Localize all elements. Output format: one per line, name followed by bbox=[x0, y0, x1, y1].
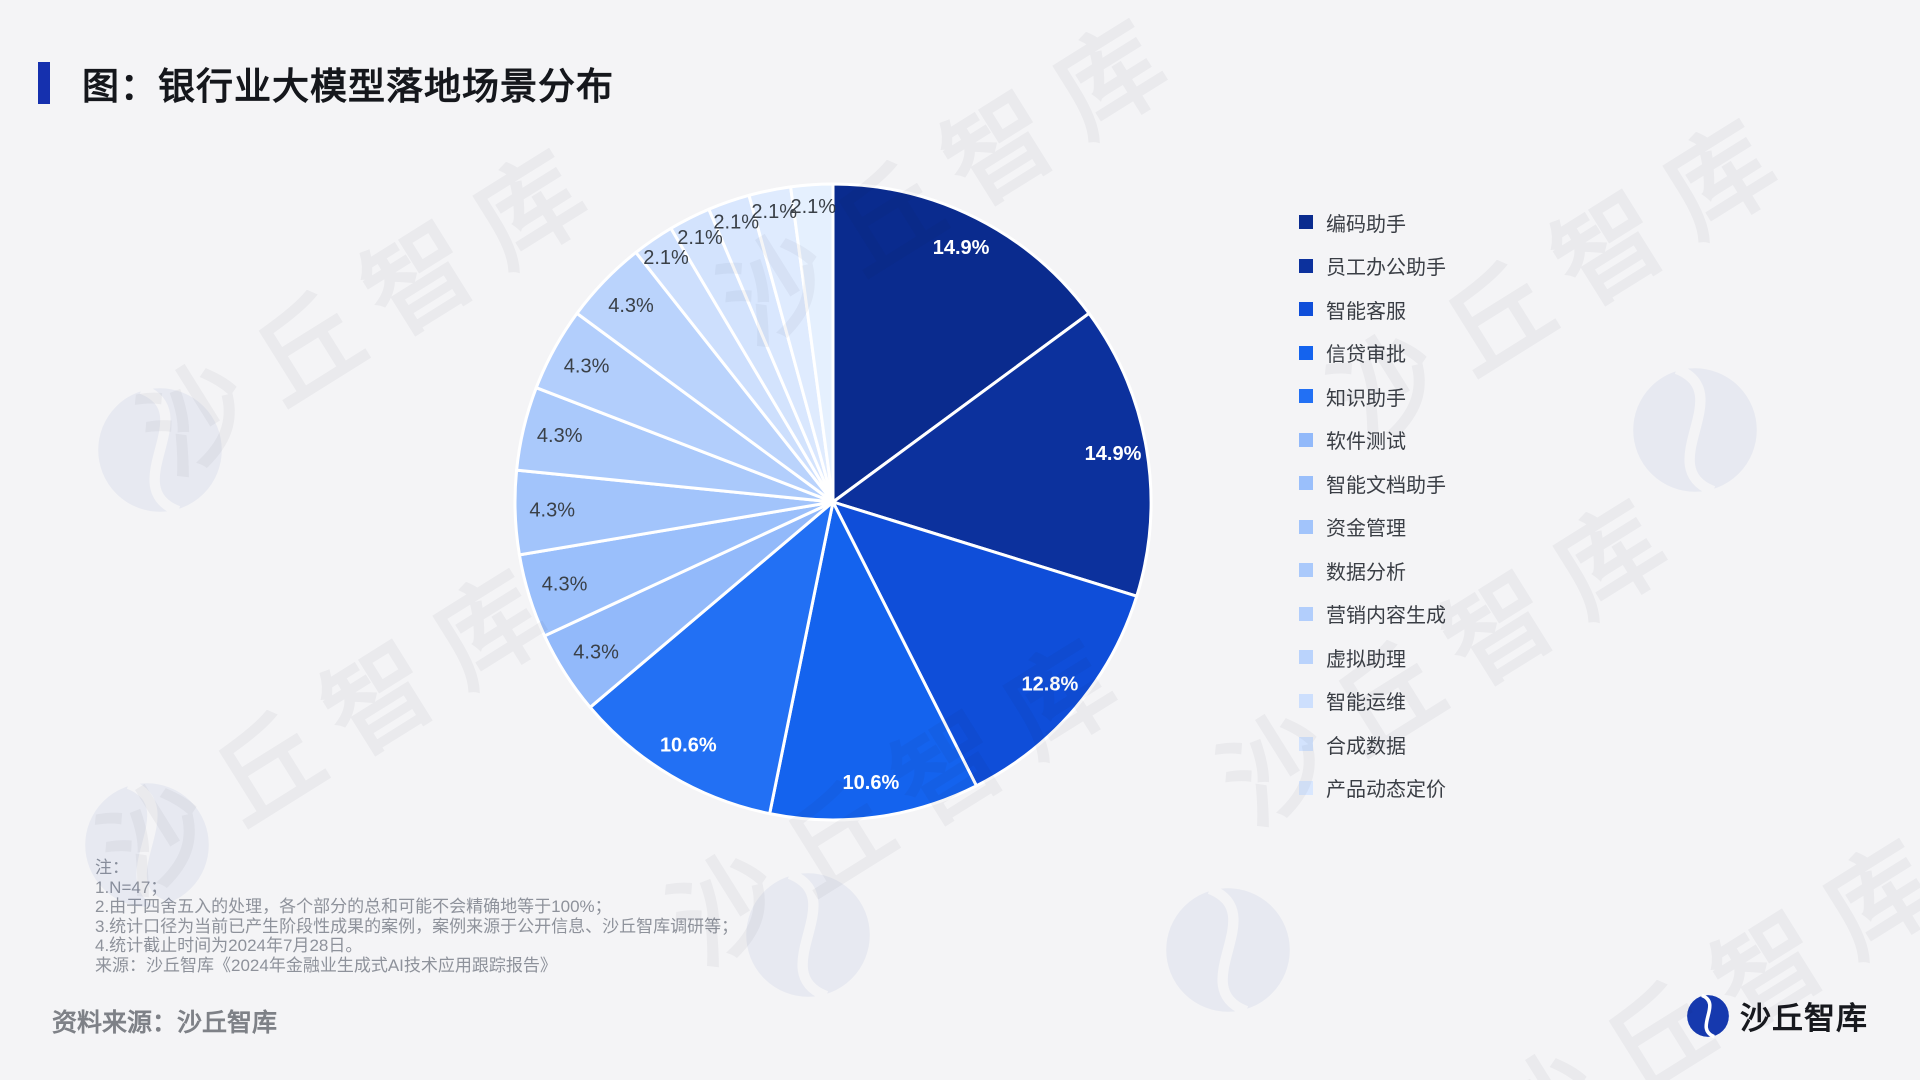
legend-swatch bbox=[1299, 476, 1313, 490]
pie-slice-信贷审批 bbox=[768, 500, 978, 822]
note-line: 2.由于四舍五入的处理，各个部分的总和可能不会精确地等于100%； bbox=[95, 897, 612, 916]
legend-label: 产品动态定价 bbox=[1326, 779, 1446, 801]
pie-slice-unlabeled bbox=[789, 182, 835, 504]
legend-swatch bbox=[1299, 519, 1313, 534]
note-line: 来源：沙丘智库《2024年金融业生成式AI技术应用跟踪报告》 bbox=[95, 955, 557, 975]
legend-label: 营销内容生成 bbox=[1326, 605, 1446, 627]
legend-swatch bbox=[1299, 345, 1313, 360]
pie-value-label: 4.3% bbox=[542, 574, 588, 596]
legend-swatch bbox=[1299, 737, 1313, 751]
pie-value-label: 10.6% bbox=[660, 735, 717, 757]
legend-swatch bbox=[1299, 302, 1313, 316]
watermark-logo-icon bbox=[95, 385, 225, 515]
legend-swatch bbox=[1299, 563, 1313, 577]
legend-item-智能客服: 智能客服 bbox=[1299, 297, 1446, 323]
pie-value-label: 12.8% bbox=[1022, 674, 1079, 696]
legend-label: 员工办公助手 bbox=[1326, 257, 1446, 279]
legend-label: 资金管理 bbox=[1326, 518, 1406, 540]
pie-value-label: 4.3% bbox=[529, 500, 575, 522]
legend-swatch bbox=[1299, 650, 1313, 664]
pie-slice-知识助手 bbox=[588, 500, 835, 816]
watermark-text: 沙丘智库 bbox=[1188, 447, 1713, 854]
legend-item-资金管理: 资金管理 bbox=[1299, 515, 1446, 540]
pie-value-label: 2.1% bbox=[677, 227, 723, 249]
legend-label: 信贷审批 bbox=[1326, 344, 1406, 366]
legend-swatch bbox=[1299, 215, 1313, 229]
legend-label: 智能文档助手 bbox=[1326, 474, 1446, 497]
legend-swatch bbox=[1299, 693, 1313, 708]
note-line: 1.N=47； bbox=[95, 877, 168, 897]
legend-label: 知识助手 bbox=[1326, 387, 1406, 410]
legend-label: 智能运维 bbox=[1326, 692, 1406, 714]
legend-item-信贷审批: 信贷审批 bbox=[1299, 341, 1446, 366]
legend-item-软件测试: 软件测试 bbox=[1299, 428, 1446, 453]
pie-value-label: 14.9% bbox=[933, 237, 990, 259]
pie-value-label: 10.6% bbox=[843, 772, 900, 794]
pie-value-label: 4.3% bbox=[537, 425, 583, 447]
legend-label: 智能客服 bbox=[1326, 300, 1406, 323]
page-title: 图：银行业大模型落地场景分布 bbox=[82, 66, 614, 107]
legend-item-合成数据: 合成数据 bbox=[1299, 732, 1446, 758]
note-line: 注： bbox=[95, 858, 129, 877]
data-source-label: 资料来源：沙丘智库 bbox=[52, 1009, 278, 1037]
legend-swatch bbox=[1299, 606, 1313, 621]
brand-name: 沙丘智库 bbox=[1740, 1001, 1868, 1036]
legend-item-产品动态定价: 产品动态定价 bbox=[1299, 776, 1446, 801]
notes-block: 注： 1.N=47； 2.由于四舍五入的处理，各个部分的总和可能不会精确地等于100… bbox=[95, 858, 738, 975]
legend-swatch bbox=[1299, 258, 1313, 273]
legend-swatch bbox=[1299, 780, 1313, 795]
pie-value-label: 4.3% bbox=[608, 295, 654, 317]
pie-value-label: 14.9% bbox=[1085, 443, 1142, 465]
legend-item-数据分析: 数据分析 bbox=[1299, 558, 1446, 584]
legend-label: 编码助手 bbox=[1326, 213, 1406, 236]
legend: 编码助手员工办公助手 智能客服信贷审批知识助手软件测试智能文档助手 资金管理数据分析… bbox=[1299, 210, 1446, 801]
legend-item-员工办公助手: 员工办公助手 bbox=[1299, 254, 1446, 279]
pie-chart: 14.9% 14.9% 12.8% 10.6% 10.6% 4.3% 4.3% 4.3% 4.3… bbox=[513, 182, 1153, 822]
legend-item-智能运维: 智能运维 bbox=[1299, 689, 1446, 714]
pie-value-label: 4.3% bbox=[573, 641, 619, 663]
pie-value-label: 2.1% bbox=[643, 247, 689, 269]
legend-label: 合成数据 bbox=[1326, 735, 1406, 758]
brand-logo: 沙丘智库 bbox=[1686, 993, 1868, 1038]
title-accent-bar bbox=[38, 62, 50, 104]
pie-slice-编码助手 bbox=[831, 182, 1091, 504]
watermark-logo-icon bbox=[1630, 365, 1760, 495]
pie-value-label: 2.1% bbox=[751, 201, 797, 223]
note-line: 4.统计截止时间为2024年7月28日。 bbox=[95, 936, 363, 955]
note-line: 3.统计口径为当前已产生阶段性成果的案例，案例来源于公开信息、沙丘智库调研等； bbox=[95, 916, 739, 936]
legend-item-虚拟助理: 虚拟助理 bbox=[1299, 645, 1446, 671]
legend-label: 虚拟助理 bbox=[1326, 648, 1406, 671]
watermark-logo-icon bbox=[1163, 885, 1293, 1015]
pie-value-label: 2.1% bbox=[791, 196, 837, 218]
watermark-logo-icon bbox=[743, 870, 873, 1000]
legend-swatch bbox=[1299, 432, 1313, 447]
pie-chart-area: 14.9% 14.9% 12.8% 10.6% 10.6% 4.3% 4.3% 4.3% 4.3… bbox=[503, 172, 1163, 832]
pie-value-label: 4.3% bbox=[564, 355, 610, 377]
legend-item-智能文档助手: 智能文档助手 bbox=[1299, 471, 1446, 497]
legend-label: 软件测试 bbox=[1326, 431, 1406, 453]
pie-value-label: 2.1% bbox=[713, 212, 759, 234]
legend-item-编码助手: 编码助手 bbox=[1299, 210, 1446, 236]
legend-swatch bbox=[1299, 389, 1313, 403]
brand-s-circle-icon bbox=[1686, 994, 1730, 1038]
header: 图：银行业大模型落地场景分布 bbox=[38, 56, 614, 110]
legend-item-知识助手: 知识助手 bbox=[1299, 384, 1446, 410]
pie-slice-智能客服 bbox=[831, 500, 1139, 788]
legend-item-营销内容生成: 营销内容生成 bbox=[1299, 602, 1446, 627]
legend-label: 数据分析 bbox=[1326, 561, 1406, 584]
